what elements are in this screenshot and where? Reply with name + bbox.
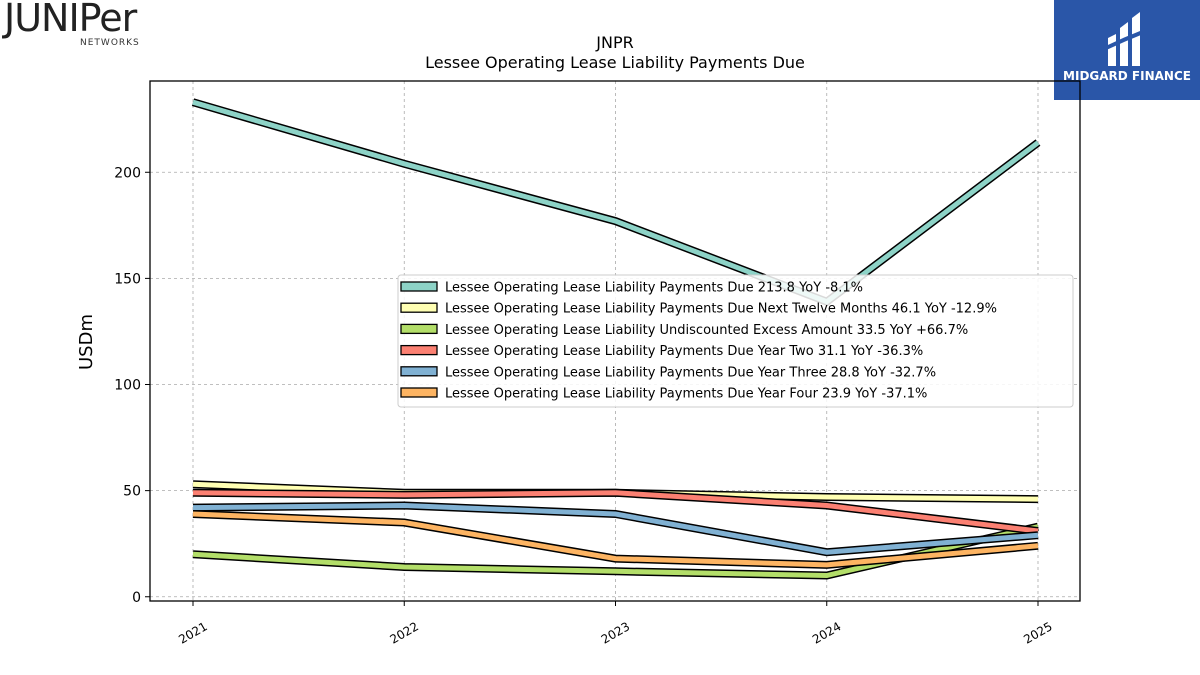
y-axis-label: USDm: [76, 314, 97, 370]
x-tick-label: 2021: [176, 619, 209, 646]
juniper-logo-sub: NETWORKS: [80, 38, 140, 48]
y-tick-label: 0: [132, 590, 141, 606]
chart-title: JNPR: [595, 33, 633, 52]
series-line: [192, 511, 1039, 568]
x-tick-label: 2022: [388, 619, 421, 646]
legend-swatch: [400, 281, 438, 292]
legend-entry-label: Lessee Operating Lease Liability Payment…: [445, 365, 936, 380]
juniper-logo-wordmark: JUNIPer: [4, 0, 137, 40]
y-tick-label: 200: [114, 165, 141, 181]
midgard-mark-icon: [1105, 12, 1149, 66]
legend-swatch: [400, 387, 438, 398]
midgard-finance-logo: MIDGARD FINANCE: [1054, 0, 1200, 100]
y-tick-label: 150: [114, 271, 141, 287]
legend-entry-label: Lessee Operating Lease Liability Payment…: [445, 281, 863, 296]
y-tick-label: 50: [123, 484, 141, 500]
series-line: [192, 502, 1039, 555]
series-layer: [191, 98, 1041, 580]
y-tick-label: 100: [114, 378, 141, 394]
legend-swatch: [400, 323, 438, 335]
legend-entry-label: Lessee Operating Lease Liability Payment…: [445, 387, 927, 402]
series-line: [192, 490, 1039, 534]
x-tick-label: 2025: [1021, 619, 1054, 646]
legend: Lessee Operating Lease Liability Payment…: [397, 274, 1074, 408]
chart-subtitle: Lessee Operating Lease Liability Payment…: [425, 53, 805, 72]
x-tick-label: 2024: [810, 619, 843, 646]
series-line: [192, 99, 1040, 305]
legend-entry-label: Lessee Operating Lease Liability Payment…: [445, 302, 997, 317]
midgard-logo-text: MIDGARD FINANCE: [1063, 69, 1191, 83]
legend-swatch: [400, 302, 438, 313]
legend-swatch: [400, 366, 438, 377]
legend-swatch: [400, 344, 438, 356]
x-tick-label: 2023: [599, 619, 632, 646]
legend-entry-label: Lessee Operating Lease Liability Undisco…: [445, 323, 968, 338]
legend-box: [397, 274, 1074, 408]
legend-entry-label: Lessee Operating Lease Liability Payment…: [445, 344, 923, 359]
juniper-logo: JUNIPer NETWORKS: [4, 0, 164, 50]
